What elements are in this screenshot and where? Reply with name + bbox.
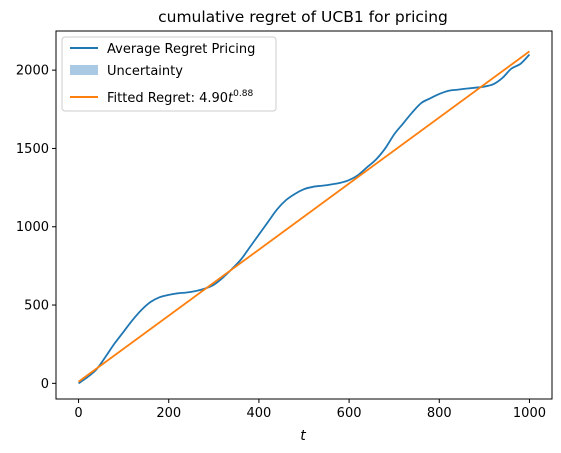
plot-lines	[78, 50, 531, 385]
y-tick-label: 1000	[16, 220, 49, 235]
chart-title: cumulative regret of UCB1 for pricing	[158, 8, 448, 26]
x-axis-label: t	[300, 428, 306, 444]
y-tick-label: 500	[24, 299, 49, 314]
legend-label-fitted-regret: Fitted Regret: 4.90t0.88	[107, 89, 253, 106]
legend-label-average-regret: Average Regret Pricing	[107, 42, 255, 57]
y-tick-label: 1500	[16, 142, 49, 157]
axes-frame	[55, 30, 553, 400]
legend: Average Regret Pricing Uncertainty Fitte…	[61, 36, 277, 112]
x-tick-label: 200	[156, 406, 181, 421]
x-tick-label: 600	[337, 406, 362, 421]
legend-swatch-uncertainty	[70, 65, 98, 75]
x-tick-label: 0	[74, 406, 82, 421]
legend-label-fitted-var: t	[228, 91, 234, 106]
x-tick-label: 1000	[513, 406, 546, 421]
legend-label-fitted-exp: 0.88	[233, 89, 253, 99]
series-line-fitted-regret	[78, 50, 530, 383]
x-tick-label: 800	[427, 406, 452, 421]
x-tick-label: 400	[246, 406, 271, 421]
legend-label-fitted-prefix: Fitted Regret: 4.90	[107, 91, 228, 106]
y-tick-label: 2000	[16, 64, 49, 79]
legend-box	[61, 36, 277, 112]
x-axis-ticks: 0 200 400 600 800 1000	[74, 399, 546, 421]
y-tick-label: 0	[41, 377, 49, 392]
y-axis-ticks: 0 500 1000 1500 2000	[16, 64, 56, 392]
series-line-average-regret	[78, 53, 531, 385]
legend-label-uncertainty: Uncertainty	[107, 64, 183, 79]
